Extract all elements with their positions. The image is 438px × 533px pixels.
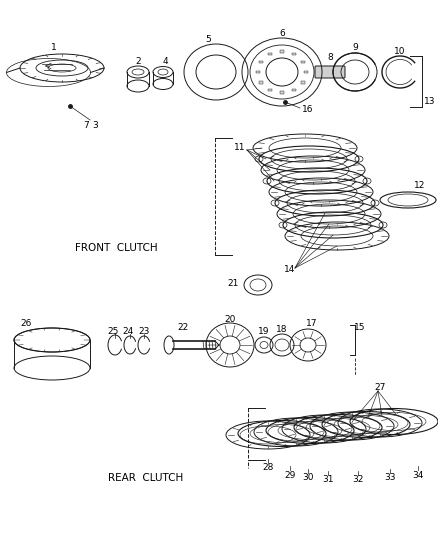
Text: 27: 27	[374, 384, 386, 392]
Text: 5: 5	[205, 36, 211, 44]
Text: 21: 21	[227, 279, 239, 288]
Bar	[268, 88, 272, 91]
Text: 1: 1	[51, 44, 57, 52]
Text: 8: 8	[327, 52, 333, 61]
Bar	[259, 61, 263, 63]
Text: 16: 16	[302, 106, 314, 115]
Text: 34: 34	[412, 471, 424, 480]
Bar	[259, 81, 263, 84]
Bar	[292, 53, 296, 55]
Text: 19: 19	[258, 327, 270, 336]
Text: 22: 22	[177, 322, 189, 332]
FancyBboxPatch shape	[315, 66, 345, 78]
Text: 25: 25	[107, 327, 119, 335]
Bar	[292, 88, 296, 91]
Bar	[304, 71, 308, 73]
Text: 28: 28	[262, 464, 274, 472]
Text: 11: 11	[234, 143, 246, 152]
Text: REAR  CLUTCH: REAR CLUTCH	[108, 473, 183, 483]
Text: 17: 17	[306, 319, 318, 328]
Text: 18: 18	[276, 326, 288, 335]
Text: 30: 30	[302, 473, 314, 482]
Text: 15: 15	[354, 324, 366, 333]
Text: 14: 14	[284, 265, 296, 274]
Text: 32: 32	[352, 475, 364, 484]
Text: 23: 23	[138, 327, 150, 336]
Text: 9: 9	[352, 44, 358, 52]
Text: 4: 4	[162, 58, 168, 67]
Text: 26: 26	[20, 319, 32, 328]
Text: 7: 7	[83, 120, 89, 130]
Text: 29: 29	[284, 471, 296, 480]
Text: 33: 33	[384, 473, 396, 482]
Text: 10: 10	[394, 47, 406, 56]
Bar	[280, 91, 284, 94]
Bar	[256, 71, 260, 73]
Text: 3: 3	[92, 120, 98, 130]
Bar	[301, 81, 305, 84]
Bar	[280, 50, 284, 53]
Text: FRONT  CLUTCH: FRONT CLUTCH	[75, 243, 158, 253]
Text: 31: 31	[322, 475, 334, 484]
Text: 2: 2	[135, 58, 141, 67]
Bar	[301, 61, 305, 63]
Text: 12: 12	[414, 182, 426, 190]
Text: 6: 6	[279, 29, 285, 38]
Text: 13: 13	[424, 98, 435, 107]
Text: 24: 24	[122, 327, 134, 336]
Bar	[268, 53, 272, 55]
Text: 20: 20	[224, 314, 236, 324]
